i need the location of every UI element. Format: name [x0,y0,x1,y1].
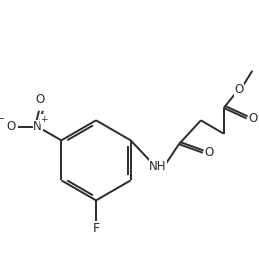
Text: O: O [36,93,45,106]
Text: +: + [40,115,48,124]
Text: O: O [205,146,214,159]
Text: O: O [6,120,16,134]
Text: O: O [234,83,244,96]
Text: −: − [0,114,5,124]
Text: N: N [33,120,42,134]
Text: O: O [249,112,258,125]
Text: NH: NH [149,160,167,172]
Text: F: F [92,223,100,235]
